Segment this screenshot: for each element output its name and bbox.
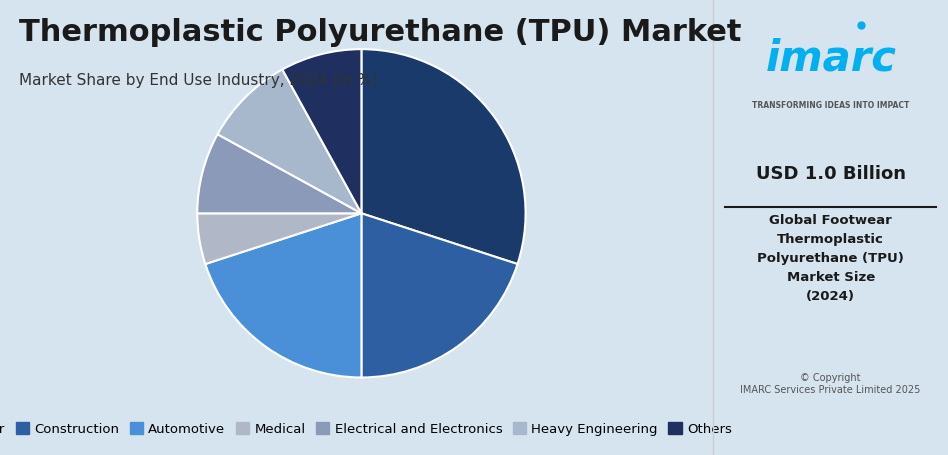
Wedge shape bbox=[361, 50, 525, 264]
Text: imarc: imarc bbox=[765, 38, 896, 80]
Wedge shape bbox=[283, 50, 361, 214]
Wedge shape bbox=[197, 214, 361, 264]
Wedge shape bbox=[206, 214, 361, 378]
Legend: Footwear, Construction, Automotive, Medical, Electrical and Electronics, Heavy E: Footwear, Construction, Automotive, Medi… bbox=[0, 417, 737, 441]
Text: Market Share by End Use Industry, 2024 (in %): Market Share by End Use Industry, 2024 (… bbox=[19, 73, 378, 88]
Text: Global Footwear
Thermoplastic
Polyurethane (TPU)
Market Size
(2024): Global Footwear Thermoplastic Polyuretha… bbox=[757, 214, 904, 303]
Wedge shape bbox=[218, 71, 361, 214]
Text: © Copyright
IMARC Services Private Limited 2025: © Copyright IMARC Services Private Limit… bbox=[740, 373, 921, 394]
Wedge shape bbox=[361, 214, 518, 378]
Text: USD 1.0 Billion: USD 1.0 Billion bbox=[756, 165, 905, 182]
Wedge shape bbox=[197, 135, 361, 214]
Text: TRANSFORMING IDEAS INTO IMPACT: TRANSFORMING IDEAS INTO IMPACT bbox=[752, 101, 909, 110]
Text: Thermoplastic Polyurethane (TPU) Market: Thermoplastic Polyurethane (TPU) Market bbox=[19, 18, 741, 47]
